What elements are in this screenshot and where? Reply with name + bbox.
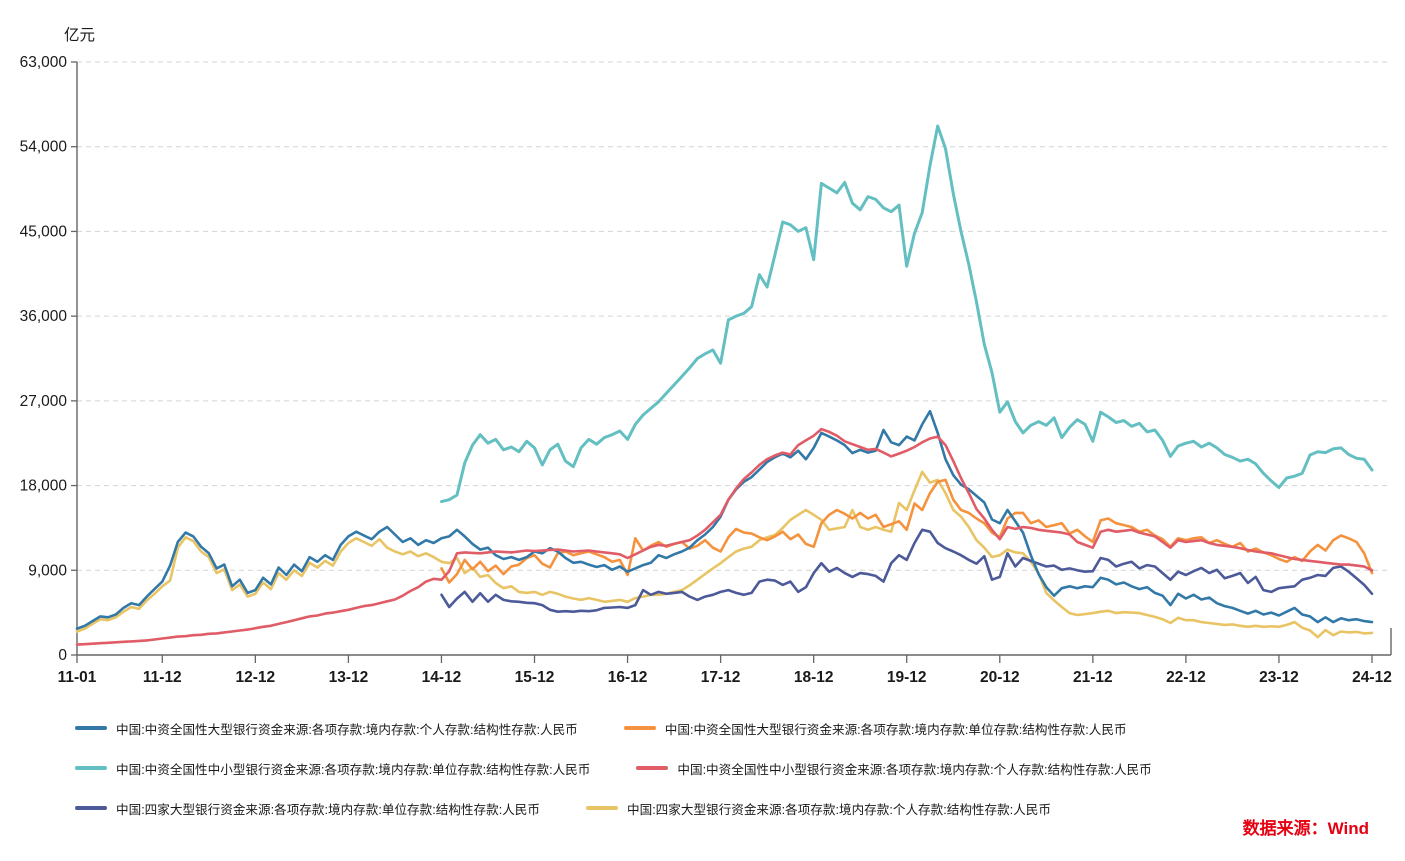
x-tick-label: 18-12 bbox=[794, 669, 834, 686]
series-line-0 bbox=[75, 409, 1374, 630]
y-tick-label: 0 bbox=[58, 647, 67, 664]
legend-row: 中国:四家大型银行资金来源:各项存款:境内存款:单位存款:结构性存款:人民币 中国… bbox=[75, 788, 1375, 828]
legend-swatch-icon bbox=[75, 766, 107, 770]
legend-swatch-icon bbox=[75, 726, 107, 730]
x-tick-label: 22-12 bbox=[1166, 669, 1206, 686]
y-tick-label: 36,000 bbox=[20, 308, 68, 325]
chart-canvas: 亿元 0 9,000 18,000 27,000 36,000 45,000 54,000 63… bbox=[20, 26, 1392, 686]
series-line-2 bbox=[440, 124, 1374, 504]
legend-label: 中国:四家大型银行资金来源:各项存款:境内存款:单位存款:结构性存款:人民币 bbox=[116, 802, 540, 817]
legend-item-4[interactable]: 中国:四家大型银行资金来源:各项存款:境内存款:单位存款:结构性存款:人民币 bbox=[75, 799, 540, 818]
x-tick-label: 17-12 bbox=[701, 669, 741, 686]
x-tick-label: 11-12 bbox=[143, 669, 182, 686]
legend-label: 中国:中资全国性大型银行资金来源:各项存款:境内存款:单位存款:结构性存款:人民… bbox=[664, 722, 1127, 737]
x-tick-label: 15-12 bbox=[515, 669, 555, 686]
legend-row: 中国:中资全国性中小型银行资金来源:各项存款:境内存款:单位存款:结构性存款:人… bbox=[75, 748, 1375, 788]
x-tick-label: 20-12 bbox=[980, 669, 1020, 686]
y-tick-label: 18,000 bbox=[20, 478, 68, 495]
legend-item-3[interactable]: 中国:中资全国性中小型银行资金来源:各项存款:境内存款:个人存款:结构性存款:人… bbox=[636, 759, 1152, 778]
x-tick-label: 23-12 bbox=[1259, 669, 1299, 686]
series-line-1 bbox=[440, 478, 1374, 584]
x-tick-label: 16-12 bbox=[608, 669, 648, 686]
legend-item-1[interactable]: 中国:中资全国性大型银行资金来源:各项存款:境内存款:单位存款:结构性存款:人民… bbox=[623, 719, 1127, 738]
legend-swatch-icon bbox=[75, 806, 107, 810]
legend-swatch-icon bbox=[623, 726, 656, 730]
x-tick-label: 13-12 bbox=[329, 669, 369, 686]
legend-swatch-icon bbox=[636, 766, 669, 770]
series-line-3 bbox=[75, 427, 1374, 646]
series-line-5 bbox=[75, 470, 1374, 639]
x-tick-label: 21-12 bbox=[1073, 669, 1113, 686]
line-chart: 亿元 0 9,000 18,000 27,000 36,000 45,000 54,000 63… bbox=[20, 26, 1392, 686]
legend-row: 中国:中资全国性大型银行资金来源:各项存款:境内存款:个人存款:结构性存款:人民… bbox=[75, 708, 1375, 748]
x-tick-label: 12-12 bbox=[236, 669, 276, 686]
y-tick-label: 54,000 bbox=[20, 139, 68, 156]
x-tick-label: 19-12 bbox=[887, 669, 927, 686]
x-tick-label: 24-12 bbox=[1352, 669, 1392, 686]
legend-label: 中国:中资全国性中小型银行资金来源:各项存款:境内存款:个人存款:结构性存款:人… bbox=[677, 762, 1152, 777]
legend-item-0[interactable]: 中国:中资全国性大型银行资金来源:各项存款:境内存款:个人存款:结构性存款:人民… bbox=[75, 719, 578, 738]
legend-item-2[interactable]: 中国:中资全国性中小型银行资金来源:各项存款:境内存款:单位存款:结构性存款:人… bbox=[75, 759, 590, 778]
legend-swatch-icon bbox=[586, 806, 618, 810]
legend-label: 中国:四家大型银行资金来源:各项存款:境内存款:个人存款:结构性存款:人民币 bbox=[627, 802, 1051, 817]
x-tick-label: 11-01 bbox=[58, 669, 97, 686]
x-tick-label: 14-12 bbox=[422, 669, 462, 686]
y-tick-label: 45,000 bbox=[20, 223, 68, 240]
data-source-note: 数据来源：Wind bbox=[1242, 819, 1369, 838]
series-line-4 bbox=[440, 528, 1374, 614]
legend-label: 中国:中资全国性中小型银行资金来源:各项存款:境内存款:单位存款:结构性存款:人… bbox=[116, 762, 591, 777]
legend-item-5[interactable]: 中国:四家大型银行资金来源:各项存款:境内存款:个人存款:结构性存款:人民币 bbox=[586, 799, 1051, 818]
legend-label: 中国:中资全国性大型银行资金来源:各项存款:境内存款:个人存款:结构性存款:人民… bbox=[116, 722, 578, 737]
y-tick-label: 63,000 bbox=[20, 54, 68, 71]
y-tick-label: 27,000 bbox=[20, 393, 68, 410]
y-tick-label: 9,000 bbox=[28, 562, 67, 579]
y-axis-unit-label: 亿元 bbox=[64, 26, 95, 44]
chart-legend: 中国:中资全国性大型银行资金来源:各项存款:境内存款:个人存款:结构性存款:人民… bbox=[75, 708, 1375, 828]
